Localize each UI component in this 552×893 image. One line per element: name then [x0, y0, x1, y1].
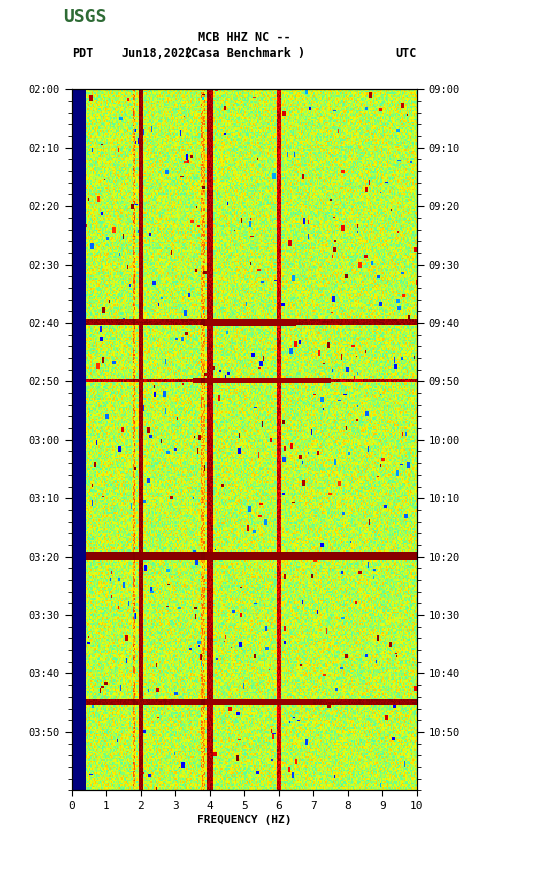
Text: PDT: PDT [72, 47, 93, 60]
X-axis label: FREQUENCY (HZ): FREQUENCY (HZ) [197, 815, 291, 825]
Text: USGS: USGS [63, 8, 107, 26]
Text: (Casa Benchmark ): (Casa Benchmark ) [184, 47, 305, 60]
Text: MCB HHZ NC --: MCB HHZ NC -- [198, 31, 290, 44]
Text: UTC: UTC [395, 47, 417, 60]
Text: Jun18,2022: Jun18,2022 [121, 47, 193, 60]
